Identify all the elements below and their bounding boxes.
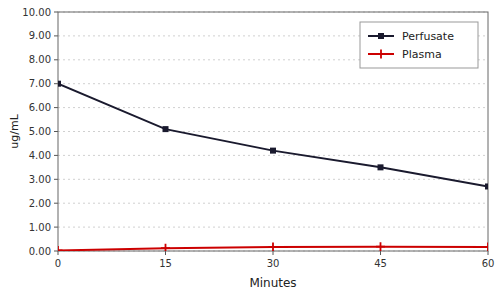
tick-label: 1.00: [29, 222, 51, 233]
point: [161, 244, 170, 251]
legend-marker: [377, 50, 386, 59]
y-axis-label: ug/mL: [8, 113, 21, 148]
legend: Perfusate Plasma: [360, 22, 478, 68]
tick-mark: [54, 131, 58, 132]
x-axis-label: Minutes: [249, 276, 296, 290]
point: [163, 126, 169, 132]
grid-line: [58, 107, 488, 108]
tick-label: 0.00: [29, 246, 51, 257]
x-axis: 0 15 30 45 60: [55, 251, 495, 269]
tick-mark: [54, 179, 58, 180]
tick-label: 3.00: [29, 174, 51, 185]
legend-box: [360, 22, 478, 68]
tick-mark: [273, 251, 274, 255]
y-axis: 0.00 1.00 2.00 3.00 4.00 5.00 6.00 7.00 8.00 9.00…: [22, 7, 488, 257]
tick-label: 45: [374, 258, 387, 269]
legend-label: Plasma: [402, 48, 442, 61]
point: [378, 164, 384, 170]
grid-line: [58, 179, 488, 180]
tick-label: 30: [267, 258, 280, 269]
tick-mark: [488, 251, 489, 255]
grid-line: [58, 155, 488, 156]
tick-label: 7.00: [29, 78, 51, 89]
tick-label: 4.00: [29, 150, 51, 161]
point: [376, 242, 385, 251]
legend-marker: [378, 33, 384, 39]
grid-line: [58, 227, 488, 228]
plot-area: [58, 81, 488, 251]
tick-mark: [54, 83, 58, 84]
tick-mark: [54, 59, 58, 60]
point: [485, 183, 488, 189]
grid-line: [58, 83, 488, 84]
grid-line: [58, 131, 488, 132]
series-line: [58, 84, 488, 187]
tick-label: 0: [55, 258, 61, 269]
tick-label: 9.00: [29, 30, 51, 41]
tick-label: 15: [159, 258, 172, 269]
point: [58, 81, 61, 87]
point: [484, 242, 489, 251]
tick-label: 2.00: [29, 198, 51, 209]
point: [269, 242, 278, 251]
tick-mark: [380, 251, 381, 255]
tick-label: 10.00: [22, 7, 51, 18]
legend-label: Perfusate: [402, 30, 454, 43]
tick-label: 60: [482, 258, 495, 269]
tick-label: 8.00: [29, 54, 51, 65]
point: [270, 148, 276, 154]
point: [58, 246, 63, 251]
plot-frame: [58, 12, 488, 251]
tick-mark: [54, 203, 58, 204]
tick-mark: [165, 251, 166, 255]
page: {"chart_data": {"type": "line", "xlabel"…: [0, 0, 500, 295]
tick-label: 5.00: [29, 126, 51, 137]
tick-mark: [54, 12, 58, 13]
tick-mark: [54, 107, 58, 108]
tick-mark: [54, 35, 58, 36]
tick-mark: [58, 251, 59, 255]
tick-mark: [54, 155, 58, 156]
grid-line: [58, 203, 488, 204]
tick-label: 6.00: [29, 102, 51, 113]
tick-mark: [54, 227, 58, 228]
tick-mark: [54, 251, 58, 252]
chart: 0.00 1.00 2.00 3.00 4.00 5.00 6.00 7.00 8.00 9.00…: [0, 0, 500, 295]
